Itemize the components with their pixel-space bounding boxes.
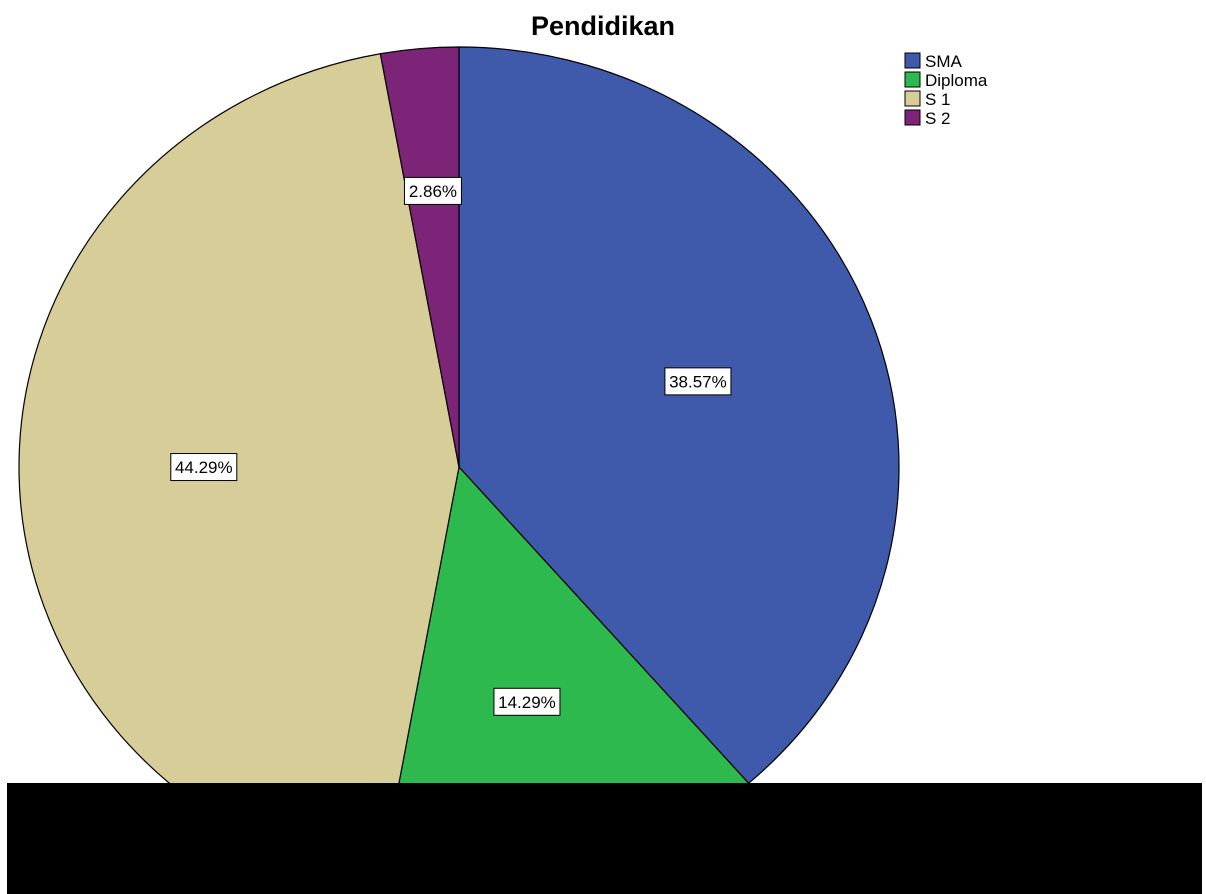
legend-item-s-2: S 2: [904, 109, 951, 128]
data-label-text: 44.29%: [175, 458, 233, 477]
data-label-s-2: 2.86%: [403, 176, 462, 205]
data-label-text: 38.57%: [669, 372, 727, 391]
data-label-s-1: 44.29%: [170, 453, 238, 482]
legend-label: SMA: [925, 52, 963, 71]
legend-item-diploma: Diploma: [904, 71, 988, 90]
legend-swatch: [904, 71, 921, 88]
data-label-box: [664, 367, 732, 396]
redaction-bar: [7, 783, 1202, 894]
pie-slices: [18, 46, 900, 888]
data-label-sma: 38.57%: [664, 367, 732, 396]
pie-slice-s-2: [379, 46, 460, 468]
pie-slice-sma: [458, 46, 900, 785]
legend-swatch: [904, 52, 921, 69]
legend-swatch: [904, 109, 921, 126]
legend-label: S 2: [925, 109, 951, 128]
legend-item-sma: SMA: [904, 52, 963, 71]
data-label-box: [493, 687, 561, 716]
legend-label: Diploma: [925, 71, 988, 90]
data-label-box: [403, 176, 462, 205]
data-label-text: 2.86%: [409, 182, 457, 201]
pie-slice-s-1: [18, 53, 460, 881]
data-label-text: 14.29%: [498, 693, 556, 712]
data-label-box: [170, 453, 238, 482]
legend-label: S 1: [925, 90, 951, 109]
data-label-diploma: 14.29%: [493, 687, 561, 716]
legend-swatch: [904, 90, 921, 107]
legend-item-s-1: S 1: [904, 90, 951, 109]
chart-title: Pendidikan: [531, 11, 675, 41]
pie-data-labels: 38.57% 14.29% 44.29% 2.86%: [170, 176, 732, 716]
